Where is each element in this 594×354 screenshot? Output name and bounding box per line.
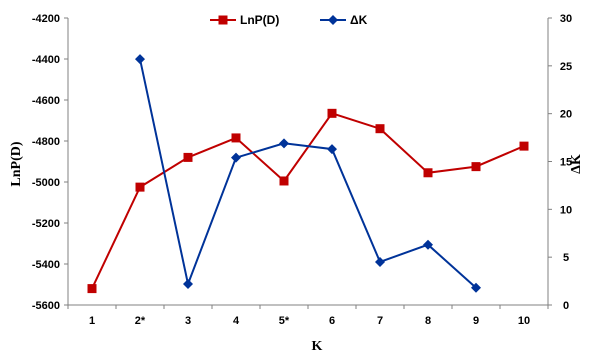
- data-point-lnpd: [135, 182, 145, 192]
- x-tick-label: 5*: [279, 315, 290, 327]
- series-lnpd: [87, 108, 529, 294]
- legend-swatch-marker-lnpd: [218, 15, 228, 25]
- legend-item-lnpd: LnP(D): [210, 13, 279, 27]
- y-left-tick-label: -5200: [32, 218, 60, 230]
- data-point-delta-k: [183, 278, 193, 289]
- x-tick-label: 2*: [135, 315, 146, 327]
- series-line-delta-k: [139, 58, 477, 289]
- y-axis-right-title: ΔK: [569, 154, 584, 174]
- legend-swatch-marker-delta-k: [328, 15, 338, 25]
- y-right-tick-label: 10: [560, 204, 572, 216]
- y-right-tick-label: 25: [560, 61, 572, 73]
- data-point-delta-k: [375, 256, 385, 267]
- x-tick-label: 8: [425, 315, 431, 327]
- data-point-lnpd: [183, 152, 193, 162]
- y-right-tick-label: 5: [563, 252, 569, 264]
- series-layer: [87, 54, 529, 294]
- data-point-delta-k: [423, 239, 433, 250]
- tick-labels: -5600 -5400 -5200 -5000 -4800 -4600 -4400 -4200…: [32, 13, 572, 327]
- data-point-lnpd: [375, 124, 385, 134]
- data-point-lnpd: [87, 284, 97, 294]
- x-axis-title: K: [312, 339, 323, 354]
- data-point-lnpd: [279, 176, 289, 186]
- y-left-tick-label: -5400: [32, 259, 60, 271]
- x-tick-label: 3: [185, 315, 191, 327]
- data-point-lnpd: [231, 133, 241, 143]
- data-point-delta-k: [327, 144, 337, 155]
- legend-label-delta-k: ΔK: [350, 13, 368, 27]
- y-right-tick-label: 15: [560, 157, 572, 169]
- y-right-tick-label: 0: [563, 300, 569, 312]
- data-point-delta-k: [279, 138, 289, 149]
- data-point-lnpd: [519, 141, 529, 151]
- x-tick-label: 10: [518, 315, 530, 327]
- data-point-lnpd: [471, 162, 481, 172]
- x-tick-label: 1: [89, 315, 95, 327]
- data-point-lnpd: [327, 108, 337, 118]
- y-left-tick-label: -5600: [32, 300, 60, 312]
- y-right-tick-label: 20: [560, 109, 572, 121]
- y-left-tick-label: -4800: [32, 136, 60, 148]
- x-tick-label: 6: [329, 315, 335, 327]
- data-point-delta-k: [231, 152, 241, 163]
- y-right-tick-label: 30: [560, 13, 572, 25]
- data-point-delta-k: [135, 54, 145, 65]
- data-point-lnpd: [423, 168, 433, 178]
- x-tick-label: 9: [473, 315, 479, 327]
- y-axis-left-title: LnP(D): [9, 141, 24, 186]
- y-left-tick-label: -4200: [32, 13, 60, 25]
- legend: LnP(D) ΔK: [210, 13, 368, 27]
- legend-label-lnpd: LnP(D): [240, 13, 279, 27]
- y-left-tick-label: -4400: [32, 54, 60, 66]
- y-left-tick-label: -4600: [32, 95, 60, 107]
- axes: [64, 17, 552, 309]
- x-tick-label: 7: [377, 315, 383, 327]
- x-tick-label: 4: [233, 315, 240, 327]
- data-point-delta-k: [471, 282, 481, 293]
- legend-item-delta-k: ΔK: [320, 13, 368, 27]
- y-left-tick-label: -5000: [32, 177, 60, 189]
- series-delta-k: [135, 54, 481, 293]
